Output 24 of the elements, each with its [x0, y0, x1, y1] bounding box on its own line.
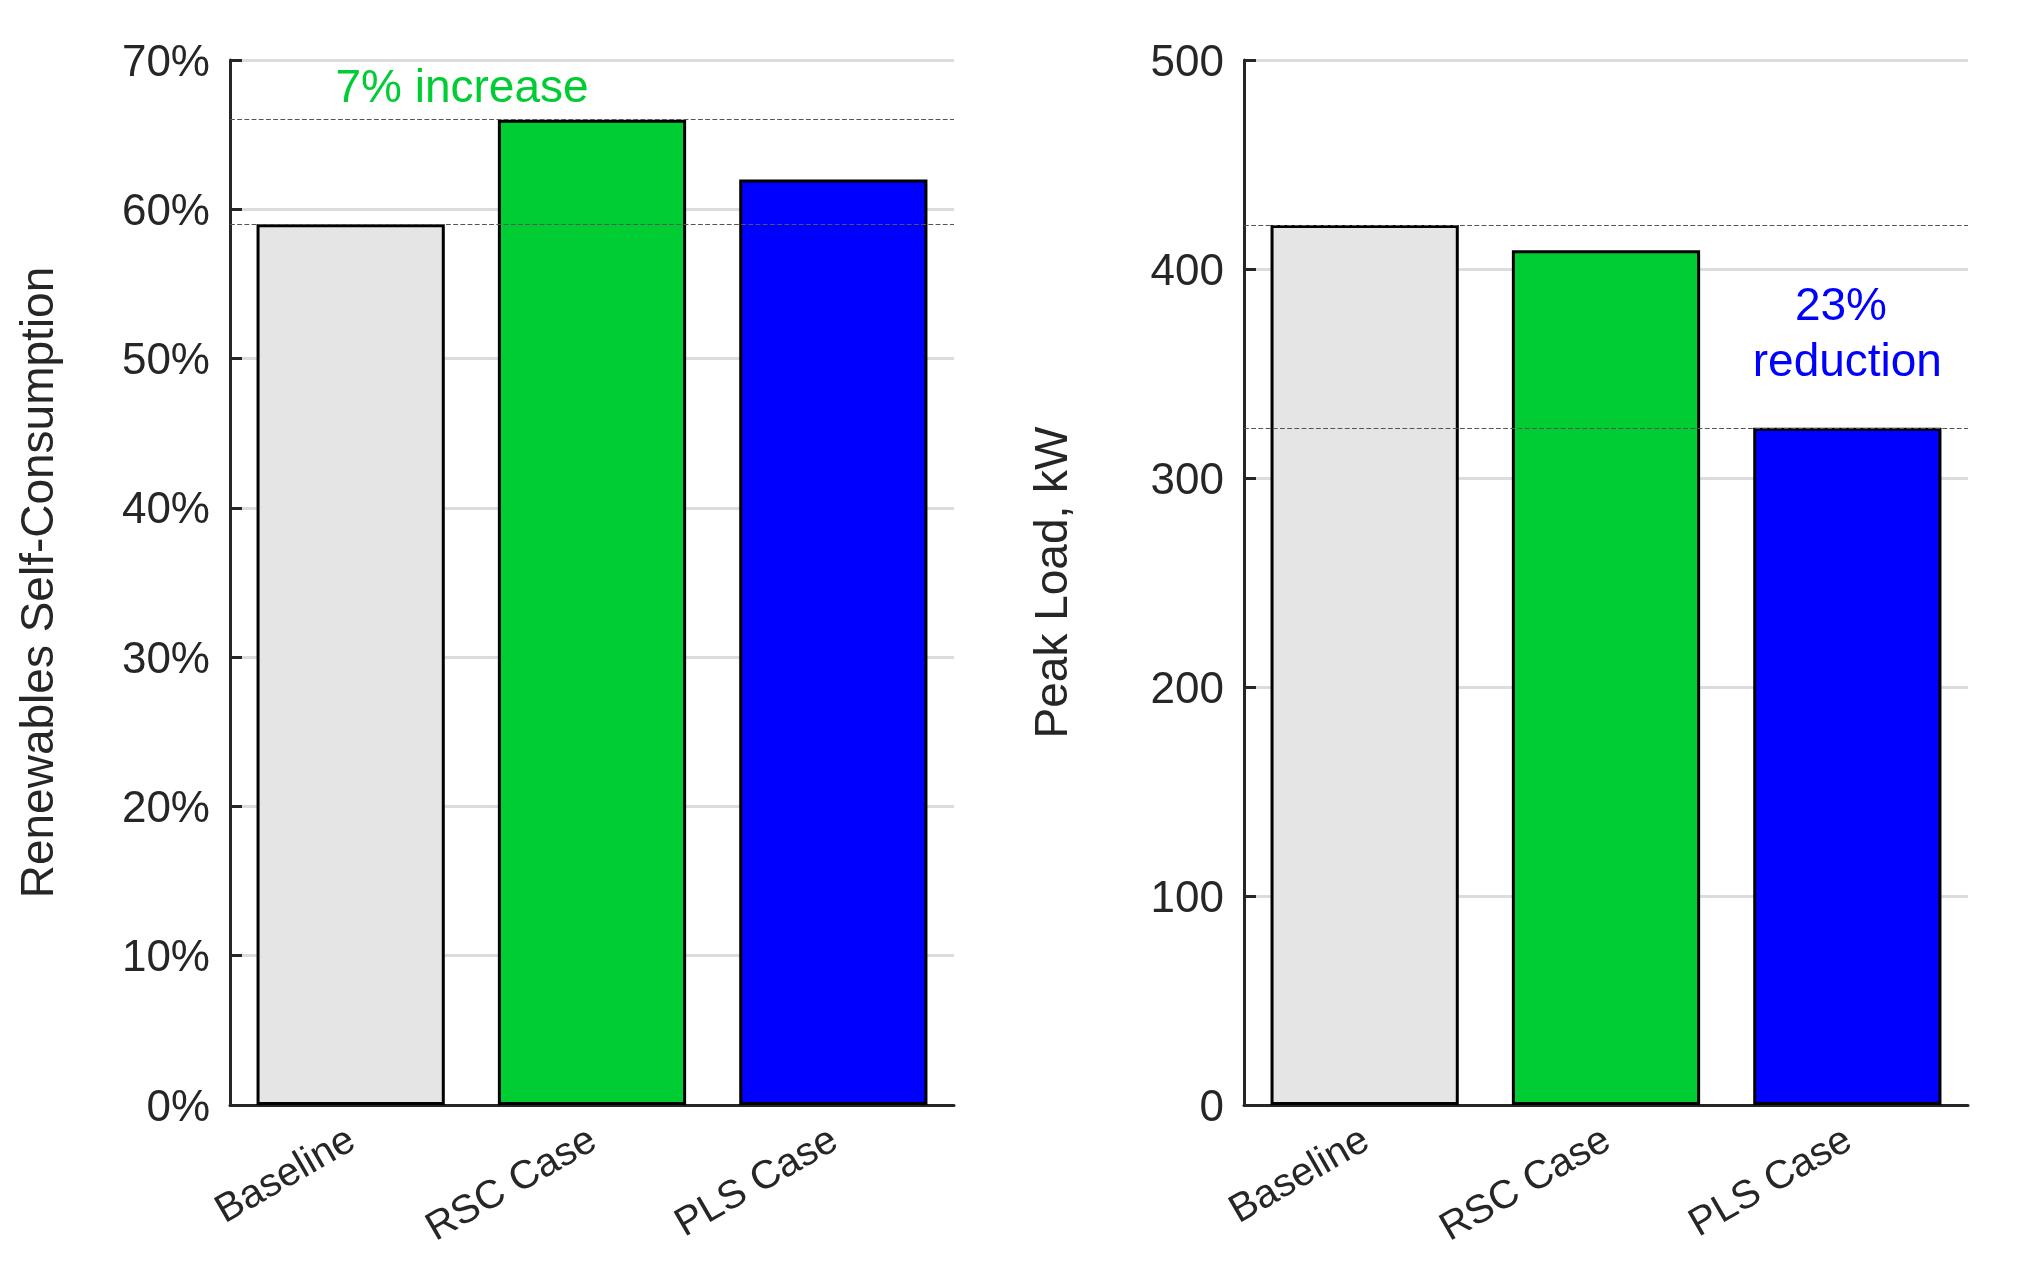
- y-axis-title: Peak Load, kW: [1025, 425, 1077, 739]
- y-tick-label: 100: [1150, 871, 1224, 921]
- y-tick-label: 400: [1150, 244, 1224, 294]
- y-tick-label: 40%: [121, 483, 210, 533]
- y-tick-label: 300: [1150, 453, 1224, 503]
- x-tick-label: PLS Case: [666, 1115, 845, 1245]
- bar: [1511, 250, 1701, 1105]
- y-tick-label: 0%: [146, 1080, 210, 1130]
- x-tick-label: RSC Case: [1431, 1115, 1617, 1249]
- y-tick-label: 50%: [121, 334, 210, 384]
- y-tick-label: 500: [1150, 35, 1224, 85]
- bar: [1753, 427, 1942, 1105]
- y-tick-label: 0: [1199, 1080, 1224, 1130]
- y-tick-label: 70%: [121, 35, 210, 85]
- y-tick-label: 200: [1150, 662, 1224, 712]
- y-tick-label: 30%: [121, 632, 210, 682]
- y-axis-title: Renewables Self-Consumption: [11, 266, 63, 899]
- y-tick-label: 10%: [121, 931, 210, 981]
- x-tick-label: PLS Case: [1680, 1115, 1859, 1245]
- annotation: 23% reduction: [1752, 277, 1942, 386]
- y-tick-label: 20%: [121, 781, 210, 831]
- annotation: 7% increase: [335, 60, 589, 113]
- x-tick-label: RSC Case: [417, 1115, 603, 1249]
- y-tick-label: 60%: [121, 184, 210, 234]
